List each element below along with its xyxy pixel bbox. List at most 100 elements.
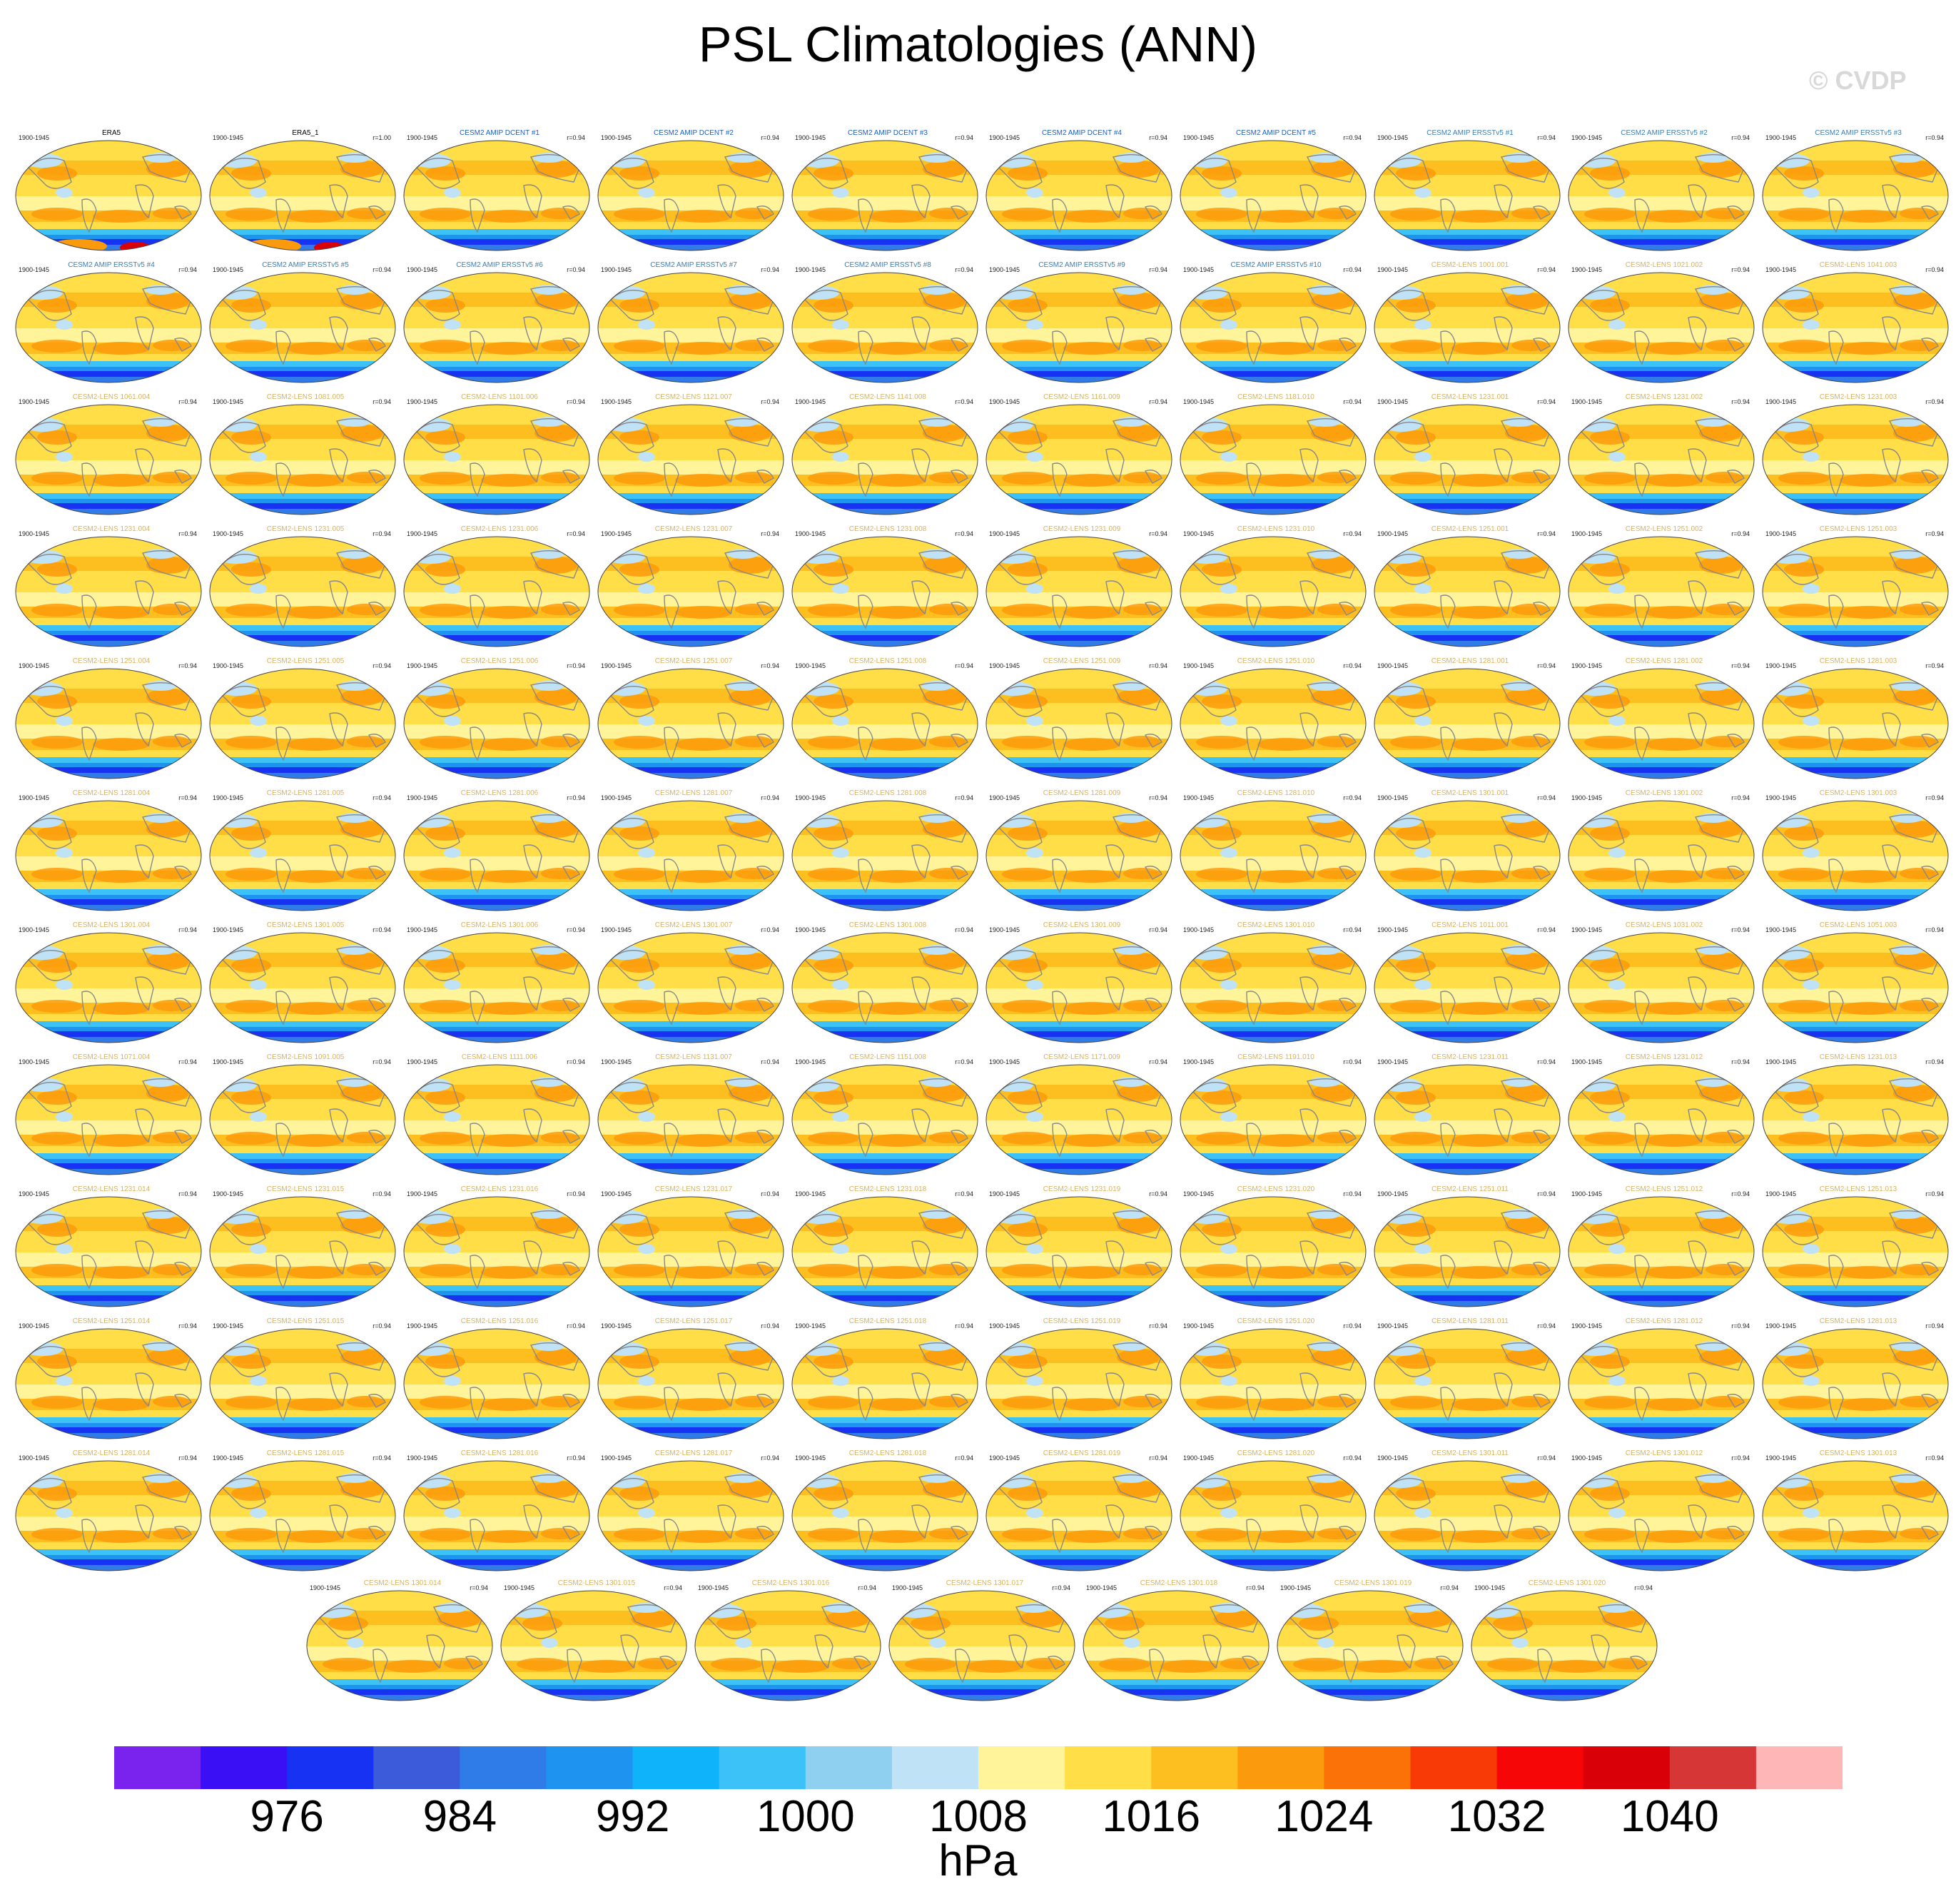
- robinson-map: [1762, 800, 1949, 911]
- panel-title: CESM2-LENS 1231.007: [654, 525, 733, 533]
- panel-title: CESM2-LENS 1251.019: [1043, 1317, 1121, 1325]
- panel-period: 1900-1945: [601, 1322, 632, 1330]
- robinson-map: [597, 272, 784, 383]
- panel-pattern-correlation: r=0.94: [567, 1454, 585, 1462]
- robinson-map: [791, 1460, 978, 1571]
- panel-period: 1900-1945: [1183, 662, 1215, 669]
- panel-title: CESM2 AMIP ERSSTv5 #4: [68, 261, 155, 269]
- map-panel: 1900-1945 CESM2 AMIP ERSSTv5 #8 r=0.94: [784, 260, 978, 389]
- panel-pattern-correlation: r=0.94: [1537, 1454, 1556, 1462]
- panel-title: CESM2-LENS 1301.006: [460, 921, 539, 929]
- panel-title: CESM2-LENS 1251.011: [1431, 1185, 1509, 1193]
- panel-title: CESM2-LENS 1051.003: [1819, 921, 1897, 929]
- colorbar-tick-label: 1008: [929, 1792, 1028, 1841]
- map-panel: 1900-1945 CESM2-LENS 1231.006 r=0.94: [395, 525, 590, 653]
- panel-period: 1900-1945: [989, 1190, 1020, 1197]
- map-panel: 1900-1945 CESM2-LENS 1231.018 r=0.94: [784, 1185, 978, 1313]
- panel-title: CESM2-LENS 1031.002: [1625, 921, 1703, 929]
- panel-title: CESM2-LENS 1231.011: [1431, 1053, 1509, 1061]
- panel-title: CESM2-LENS 1301.003: [1819, 789, 1897, 797]
- panel-pattern-correlation: r=0.94: [761, 794, 779, 801]
- panel-pattern-correlation: r=0.94: [373, 1190, 391, 1197]
- panel-period: 1900-1945: [1765, 1058, 1797, 1065]
- robinson-map: [1180, 536, 1367, 647]
- robinson-map: [306, 1590, 493, 1701]
- panel-title: CESM2-LENS 1301.019: [1334, 1579, 1412, 1587]
- panel-title: CESM2-LENS 1101.006: [461, 393, 538, 401]
- panel-period: 1900-1945: [795, 134, 826, 141]
- map-panel: 1900-1945 CESM2 AMIP ERSSTv5 #5 r=0.94: [201, 260, 396, 389]
- robinson-map: [1374, 1196, 1561, 1307]
- map-panel: 1900-1945 CESM2-LENS 1251.017 r=0.94: [589, 1317, 784, 1445]
- panel-period: 1900-1945: [213, 266, 244, 273]
- robinson-map: [15, 140, 202, 251]
- colorbar-swatch: [719, 1746, 806, 1789]
- panel-pattern-correlation: r=0.94: [955, 530, 973, 537]
- panel-period: 1900-1945: [601, 530, 632, 537]
- robinson-map: [15, 1328, 202, 1439]
- panel-period: 1900-1945: [1183, 1190, 1215, 1197]
- panel-pattern-correlation: r=0.94: [664, 1584, 682, 1591]
- map-panel: 1900-1945 CESM2 AMIP DCENT #5 r=0.94: [1172, 128, 1367, 257]
- robinson-map: [209, 272, 396, 383]
- panel-title: CESM2-LENS 1251.018: [848, 1317, 927, 1325]
- robinson-map: [597, 1196, 784, 1307]
- panel-period: 1900-1945: [407, 530, 438, 537]
- robinson-map: [209, 668, 396, 779]
- colorbar-swatch: [1583, 1746, 1671, 1789]
- robinson-map: [694, 1590, 881, 1701]
- map-panel: 1900-1945 CESM2-LENS 1251.002 r=0.94: [1560, 525, 1755, 653]
- panel-pattern-correlation: r=0.94: [1537, 926, 1556, 933]
- robinson-map: [985, 536, 1172, 647]
- robinson-map: [791, 272, 978, 383]
- panel-period: 1900-1945: [1183, 134, 1215, 141]
- panel-pattern-correlation: r=0.94: [1343, 1322, 1362, 1330]
- panel-period: 1900-1945: [213, 1454, 244, 1462]
- map-panel: 1900-1945 CESM2-LENS 1231.008 r=0.94: [784, 525, 978, 653]
- panel-title: CESM2 AMIP ERSSTv5 #9: [1038, 261, 1125, 269]
- map-panel: 1900-1945 CESM2-LENS 1191.010 r=0.94: [1172, 1053, 1367, 1181]
- robinson-map: [209, 800, 396, 911]
- robinson-map: [1374, 1460, 1561, 1571]
- map-panel: 1900-1945 CESM2-LENS 1301.019 r=0.94: [1269, 1579, 1464, 1707]
- panel-pattern-correlation: r=0.94: [1731, 530, 1750, 537]
- panel-pattern-correlation: r=0.94: [178, 1322, 197, 1330]
- robinson-map: [1180, 1460, 1367, 1571]
- panel-pattern-correlation: r=0.94: [1149, 266, 1167, 273]
- panel-pattern-correlation: r=0.94: [178, 530, 197, 537]
- panel-pattern-correlation: r=0.94: [1343, 134, 1362, 141]
- panel-title: CESM2-LENS 1251.001: [1431, 525, 1509, 533]
- map-panel: 1900-1945 CESM2-LENS 1251.011 r=0.94: [1366, 1185, 1561, 1313]
- map-panel: 1900-1945 CESM2-LENS 1301.020 r=0.94: [1463, 1579, 1658, 1707]
- panel-pattern-correlation: r=0.94: [1731, 662, 1750, 669]
- map-panel: 1900-1945 CESM2-LENS 1231.013 r=0.94: [1754, 1053, 1949, 1181]
- robinson-map: [985, 800, 1172, 911]
- map-panel: 1900-1945 CESM2-LENS 1251.013 r=0.94: [1754, 1185, 1949, 1313]
- panel-period: 1900-1945: [19, 1454, 50, 1462]
- panel-pattern-correlation: r=0.94: [1731, 926, 1750, 933]
- map-panel: 1900-1945 CESM2-LENS 1281.013 r=0.94: [1754, 1317, 1949, 1445]
- panel-period: 1900-1945: [989, 926, 1020, 933]
- robinson-map: [403, 536, 590, 647]
- panel-period: 1900-1945: [1377, 1058, 1409, 1065]
- colorbar-units-label: hPa: [938, 1836, 1018, 1885]
- panel-pattern-correlation: r=0.94: [955, 1058, 973, 1065]
- panel-pattern-correlation: r=0.94: [761, 398, 779, 405]
- map-panel: 1900-1945 CESM2-LENS 1131.007 r=0.94: [589, 1053, 784, 1181]
- map-panel: 1900-1945 CESM2-LENS 1281.010 r=0.94: [1172, 789, 1367, 917]
- panel-title: CESM2-LENS 1281.014: [72, 1449, 151, 1457]
- panel-title: CESM2-LENS 1301.008: [848, 921, 927, 929]
- panel-title: CESM2-LENS 1251.005: [266, 657, 345, 665]
- panel-title: CESM2-LENS 1251.010: [1237, 657, 1315, 665]
- robinson-map: [1374, 1064, 1561, 1175]
- panel-period: 1900-1945: [989, 530, 1020, 537]
- panel-pattern-correlation: r=0.94: [761, 662, 779, 669]
- map-panel: 1900-1945 CESM2-LENS 1281.017 r=0.94: [589, 1449, 784, 1577]
- robinson-map: [597, 800, 784, 911]
- map-panel: 1900-1945 CESM2-LENS 1231.019 r=0.94: [978, 1185, 1172, 1313]
- colorbar-swatch: [114, 1746, 201, 1789]
- panel-pattern-correlation: r=0.94: [761, 1322, 779, 1330]
- robinson-map: [1762, 1064, 1949, 1175]
- map-panel: 1900-1945 CESM2-LENS 1281.009 r=0.94: [978, 789, 1172, 917]
- panel-period: 1900-1945: [989, 134, 1020, 141]
